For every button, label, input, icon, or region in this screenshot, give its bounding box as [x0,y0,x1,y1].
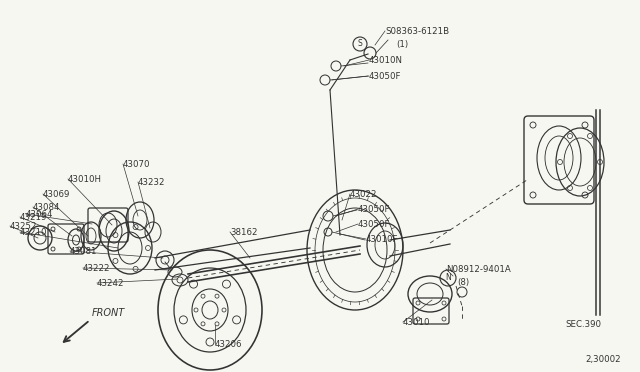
Text: 2,30002: 2,30002 [585,355,621,364]
Text: 43022: 43022 [350,190,378,199]
Text: 43206: 43206 [215,340,243,349]
Text: 43010: 43010 [403,318,431,327]
Text: SEC.390: SEC.390 [565,320,601,329]
Text: 43010N: 43010N [369,56,403,65]
Text: N08912-9401A: N08912-9401A [446,265,511,274]
Text: FRONT: FRONT [92,308,125,318]
Text: 43222: 43222 [83,264,111,273]
Text: S: S [358,39,362,48]
Text: S08363-6121B: S08363-6121B [385,27,449,36]
Text: 43050F: 43050F [358,220,390,229]
Text: 43050F: 43050F [358,205,390,214]
Text: 43084: 43084 [33,203,61,212]
Text: 43232: 43232 [138,178,166,187]
Text: 43252: 43252 [10,222,38,231]
Text: N: N [445,273,451,282]
Text: 43210: 43210 [20,228,47,237]
Text: 43070: 43070 [123,160,150,169]
Text: 43219: 43219 [20,213,47,222]
Text: 43081: 43081 [70,247,97,256]
Text: 38162: 38162 [230,228,257,237]
Text: 43069: 43069 [43,190,70,199]
Text: (8): (8) [457,278,469,287]
Text: (1): (1) [396,40,408,49]
Text: 43064: 43064 [26,210,54,219]
Text: 43242: 43242 [97,279,125,288]
Text: 43010F: 43010F [366,235,399,244]
Text: 43050F: 43050F [369,72,401,81]
Text: 43010H: 43010H [68,175,102,184]
